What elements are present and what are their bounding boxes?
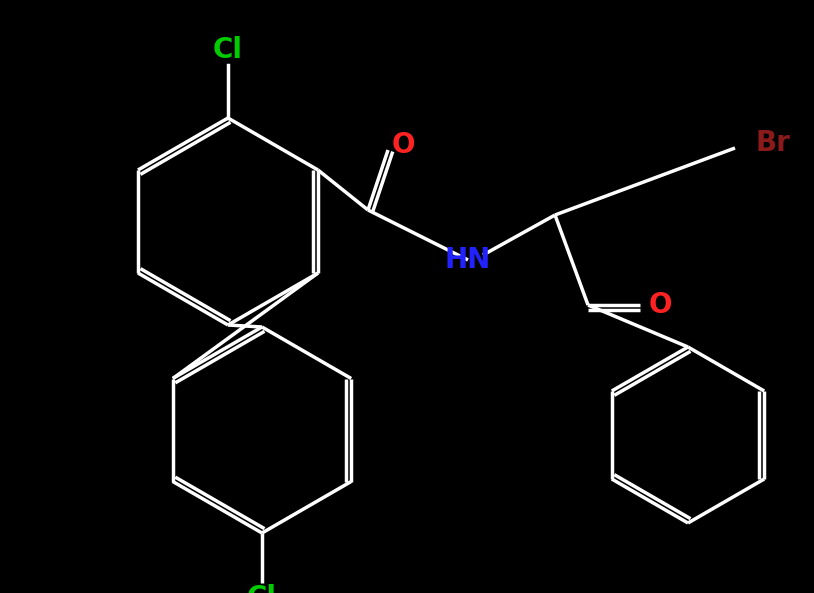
Text: Br: Br — [755, 129, 790, 157]
Text: Cl: Cl — [213, 36, 243, 64]
Text: HN: HN — [445, 246, 491, 274]
Text: O: O — [648, 291, 672, 319]
Text: Cl: Cl — [247, 584, 277, 593]
Text: O: O — [392, 131, 415, 159]
